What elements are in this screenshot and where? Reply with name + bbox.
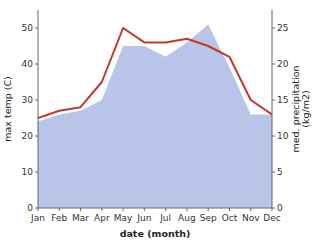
x-tick-label: Aug <box>178 213 196 223</box>
y2-tick-label: 5 <box>277 167 283 177</box>
y-tick-label: 20 <box>22 131 34 141</box>
x-axis-line <box>38 208 272 209</box>
y2-tick <box>272 172 275 173</box>
y-tick-label: 10 <box>22 167 34 177</box>
x-tick <box>250 208 251 211</box>
y2-tick-label: 0 <box>277 203 283 213</box>
y-tick <box>35 100 38 101</box>
y-tick-label: 30 <box>22 95 34 105</box>
y2-axis-label: med. precipitation(kg/m2) <box>290 65 311 152</box>
precipitation-area <box>38 24 272 208</box>
x-tick-label: Mar <box>72 213 89 223</box>
y2-tick <box>272 100 275 101</box>
x-tick <box>229 208 230 211</box>
y-tick <box>35 28 38 29</box>
y-tick-label: 50 <box>22 23 34 33</box>
y2-axis-label-line: med. precipitation <box>290 65 301 152</box>
y-tick <box>35 64 38 65</box>
y-axis-line <box>38 10 39 208</box>
x-tick <box>208 208 209 211</box>
y-axis-label: max temp (C) <box>2 76 13 142</box>
x-tick <box>272 208 273 211</box>
temperature-line <box>38 28 272 118</box>
y2-tick <box>272 28 275 29</box>
x-tick <box>101 208 102 211</box>
y2-tick-label: 25 <box>277 23 288 33</box>
y2-axis-line <box>272 10 273 208</box>
x-tick <box>80 208 81 211</box>
x-tick <box>38 208 39 211</box>
y-tick <box>35 136 38 137</box>
y2-tick-label: 15 <box>277 95 288 105</box>
x-tick-label: Dec <box>263 213 280 223</box>
y2-axis-label-line: (kg/m2) <box>300 90 311 127</box>
chart: 0 10 20 30 40 50 0 5 10 15 20 25 Jan Feb Mar Apr MayJun J… <box>0 0 318 242</box>
y2-tick <box>272 64 275 65</box>
y-tick-label: 40 <box>22 59 34 69</box>
x-tick-label: Oct <box>222 213 238 223</box>
x-tick-label: Nov <box>242 213 260 223</box>
x-axis-label: date (month) <box>120 228 191 239</box>
x-tick-label: Feb <box>51 213 67 223</box>
x-tick <box>59 208 60 211</box>
x-tick-label: Jul <box>159 213 171 223</box>
x-tick-label: Jan <box>30 213 45 223</box>
y-tick-label: 0 <box>27 203 33 213</box>
x-tick <box>165 208 166 211</box>
y2-tick-label: 20 <box>277 59 289 69</box>
plot-area <box>38 24 272 208</box>
y2-tick-label: 10 <box>277 131 289 141</box>
y2-tick <box>272 136 275 137</box>
x-tick <box>144 208 145 211</box>
x-tick-label: Sep <box>200 213 217 223</box>
x-tick-label: May <box>114 213 133 223</box>
x-tick-label: Apr <box>94 213 110 223</box>
x-tick <box>123 208 124 211</box>
x-tick <box>186 208 187 211</box>
x-tick-label: Jun <box>136 213 151 223</box>
y-tick <box>35 172 38 173</box>
